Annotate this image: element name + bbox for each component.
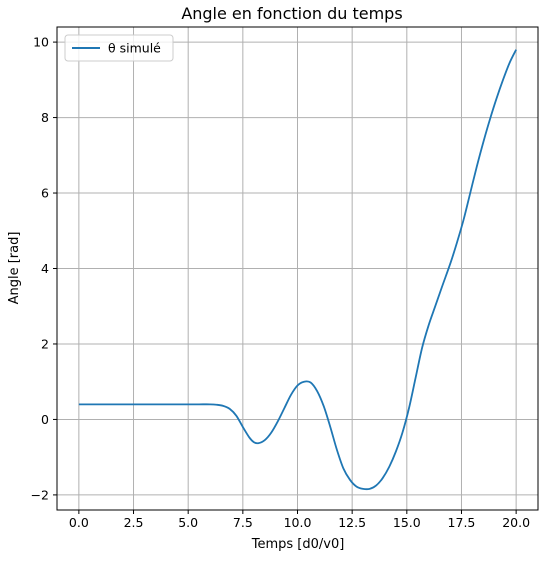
x-tick-label: 0.0 (69, 515, 89, 530)
x-tick-label: 7.5 (233, 515, 253, 530)
tick-layer: 0.0 2.5 5.0 7.5 10.0 12.5 15.0 17.5 20.0 −2 0 2 4 6 8 1… (31, 35, 531, 530)
y-tick-label: 8 (41, 110, 49, 125)
plot-frame (56, 26, 539, 511)
legend-label: θ simulé (108, 41, 161, 56)
x-tick-label: 17.5 (448, 515, 476, 530)
x-tick-label: 10.0 (284, 515, 312, 530)
y-axis-label: Angle [rad] (7, 232, 22, 305)
x-tick-label: 15.0 (393, 515, 421, 530)
y-tick-label: −2 (31, 487, 49, 502)
legend-box (64, 34, 174, 62)
grid-layer (57, 27, 538, 510)
chart-title: Angle en fonction du temps (181, 4, 402, 23)
x-axis-label: Temps [d0/v0] (251, 537, 345, 552)
y-tick-label: 0 (41, 412, 49, 427)
legend: θ simulé (64, 34, 174, 62)
x-tick-label: 5.0 (178, 515, 198, 530)
y-tick-label: 4 (41, 261, 49, 276)
y-tick-label: 6 (41, 186, 49, 201)
y-tick-label: 10 (33, 35, 49, 50)
x-tick-label: 2.5 (124, 515, 144, 530)
series-line (78, 49, 517, 491)
y-tick-label: 2 (41, 336, 49, 351)
x-tick-label: 20.0 (502, 515, 530, 530)
x-tick-label: 12.5 (338, 515, 366, 530)
series-layer (78, 49, 517, 491)
